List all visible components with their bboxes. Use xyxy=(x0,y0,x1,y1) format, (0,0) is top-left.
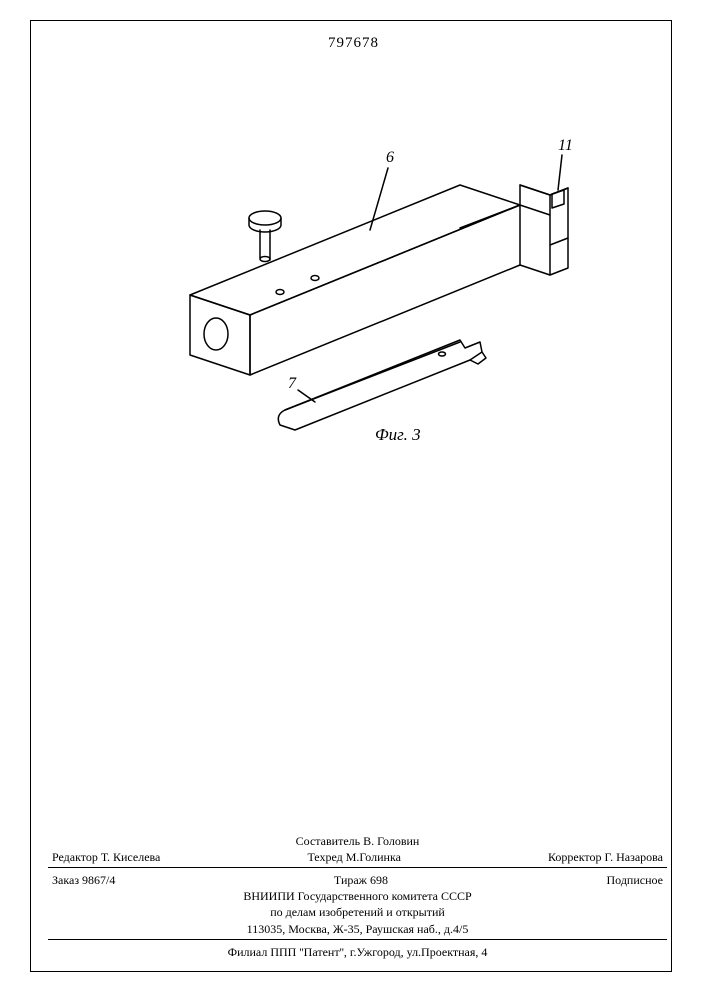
footer-subscription: Подписное xyxy=(607,872,664,888)
figure-caption: Фиг. 3 xyxy=(375,425,421,444)
footer-org1: ВНИИПИ Государственного комитета СССР xyxy=(48,888,667,904)
footer-filial: Филиал ППП ''Патент'', г.Ужгород, ул.Про… xyxy=(48,944,667,960)
footer-org2: по делам изобретений и открытий xyxy=(48,904,667,920)
footer-rule-2 xyxy=(48,939,667,940)
footer-block: Составитель В. Головин Редактор Т. Кисел… xyxy=(48,833,667,960)
label-11: 11 xyxy=(558,137,573,154)
label-6: 6 xyxy=(386,149,394,166)
figure-3: 6 11 7 Фиг. 3 xyxy=(120,130,600,470)
label-7: 7 xyxy=(288,375,297,392)
figure-svg: 6 11 7 Фиг. 3 xyxy=(120,130,600,470)
document-number: 797678 xyxy=(0,35,707,52)
footer-editor: Редактор Т. Киселева xyxy=(52,849,160,865)
footer-techred: Техред М.Голинка xyxy=(307,849,401,865)
footer-order: Заказ 9867/4 xyxy=(52,872,115,888)
footer-address1: 113035, Москва, Ж-35, Раушская наб., д.4… xyxy=(48,921,667,937)
footer-tirazh: Тираж 698 xyxy=(334,872,388,888)
footer-rule-1 xyxy=(48,867,667,868)
footer-corrector: Корректор Г. Назарова xyxy=(548,849,663,865)
footer-composer: Составитель В. Головин xyxy=(48,833,667,849)
